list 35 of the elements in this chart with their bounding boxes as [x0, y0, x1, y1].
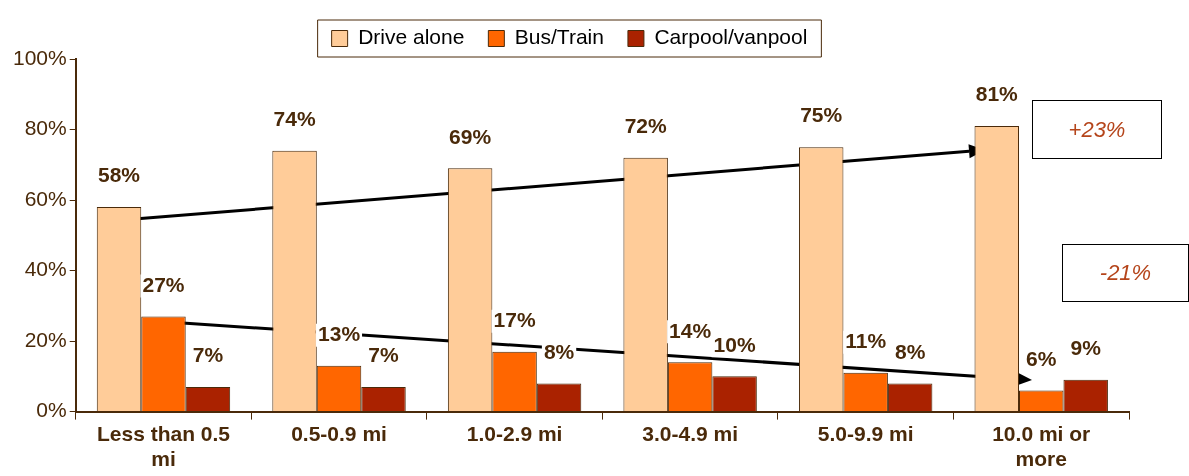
data-label: 13%: [318, 322, 361, 346]
data-label: 7%: [192, 343, 224, 367]
data-label: 8%: [894, 339, 926, 363]
data-label: 14%: [669, 318, 712, 342]
y-tick-label: 100%: [12, 45, 67, 69]
text-box: +23%: [1032, 100, 1162, 159]
data-label: 27%: [142, 272, 185, 296]
data-label: 72%: [624, 114, 667, 138]
data-label: 8%: [543, 339, 575, 363]
y-tick-label: 60%: [24, 186, 67, 210]
data-label: 10%: [713, 332, 756, 356]
data-label: 69%: [449, 124, 492, 148]
x-tick-label: Less than 0.5 mi: [96, 422, 231, 471]
data-label: 58%: [98, 163, 141, 187]
data-label: 74%: [273, 106, 316, 130]
x-tick-label: 0.5-0.9 mi: [291, 422, 387, 445]
y-tick-label: 0%: [36, 398, 67, 422]
x-tick-label: 3.0-4.9 mi: [642, 422, 738, 445]
y-tick-label: 20%: [24, 327, 67, 351]
data-label: 81%: [975, 82, 1019, 106]
legend-label: Carpool/vanpool: [654, 25, 808, 49]
y-tick-label: 80%: [24, 116, 67, 140]
data-label: 75%: [800, 103, 843, 127]
text-box: -21%: [1062, 244, 1189, 302]
legend-label: Bus/Train: [514, 25, 604, 49]
data-label: 11%: [845, 329, 887, 353]
data-label: 9%: [1070, 336, 1102, 360]
legend-label: Drive alone: [358, 25, 465, 49]
x-tick-label: 10.0 mi or more: [992, 422, 1091, 471]
data-label: 17%: [493, 307, 536, 331]
x-tick-label: 1.0-2.9 mi: [466, 422, 563, 445]
data-label: 7%: [368, 343, 399, 367]
x-tick-label: 5.0-9.9 mi: [817, 422, 914, 445]
y-tick-label: 40%: [24, 257, 67, 281]
data-label: 6%: [1026, 346, 1057, 370]
